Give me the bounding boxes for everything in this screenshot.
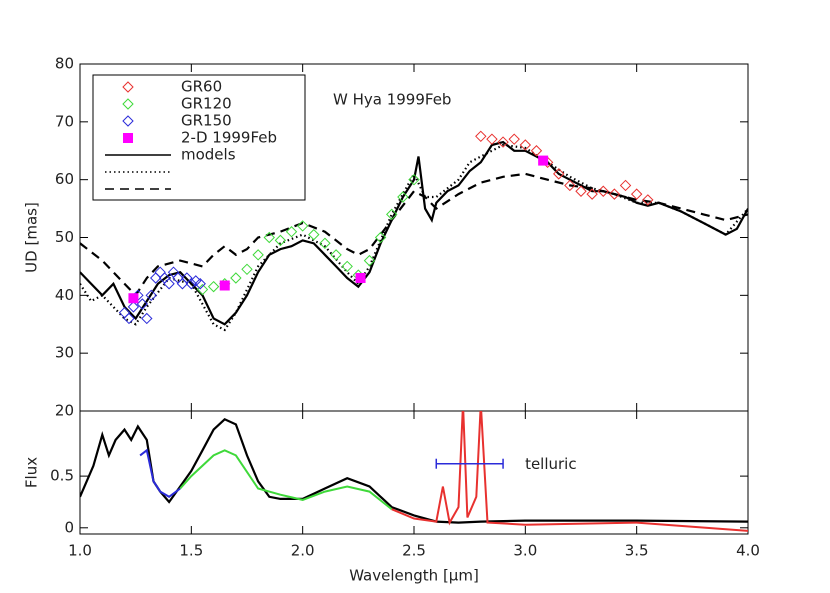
y-tick-label: 0 <box>64 518 74 536</box>
marker <box>508 133 520 145</box>
marker <box>408 173 420 186</box>
marker <box>575 185 587 197</box>
marker <box>319 237 331 249</box>
marker <box>296 220 309 232</box>
y-tick-label: 0.5 <box>50 467 74 485</box>
marker <box>475 130 487 142</box>
y-tick-label: 80 <box>55 55 74 73</box>
marker <box>122 98 134 110</box>
y-tick-label: 40 <box>55 286 74 304</box>
marker <box>123 133 133 143</box>
series-line <box>139 448 181 498</box>
marker <box>145 289 157 302</box>
marker <box>207 280 220 293</box>
legend-label: GR60 <box>181 78 222 96</box>
x-axis-label: Wavelength [μm] <box>349 567 479 585</box>
marker <box>363 254 376 267</box>
marker <box>486 133 498 145</box>
marker <box>141 312 153 325</box>
marker <box>642 194 654 206</box>
marker <box>630 188 643 200</box>
marker <box>123 312 135 325</box>
marker <box>355 272 366 283</box>
series-line <box>80 172 748 298</box>
marker <box>163 278 175 290</box>
marker <box>330 249 342 261</box>
marker <box>530 145 543 157</box>
series-line <box>179 449 393 510</box>
marker <box>608 188 621 200</box>
marker <box>597 185 609 197</box>
marker <box>397 191 409 203</box>
marker <box>122 115 134 127</box>
y-tick-label: 50 <box>55 228 74 246</box>
marker <box>219 280 230 291</box>
marker <box>241 263 253 276</box>
marker <box>386 208 398 221</box>
marker <box>128 293 139 304</box>
plot-area <box>80 411 748 532</box>
y-tick-label: 30 <box>55 344 74 362</box>
marker <box>122 81 134 93</box>
y-axis-label: Flux <box>23 457 41 488</box>
marker <box>538 155 549 166</box>
x-tick-label: 3.5 <box>625 542 649 560</box>
marker <box>185 278 198 290</box>
legend-label: models <box>181 146 236 164</box>
y-axis-label: UD [mas] <box>23 202 41 273</box>
x-tick-label: 4.0 <box>736 542 760 560</box>
legend-label: GR120 <box>181 95 232 113</box>
series-line <box>80 417 748 524</box>
telluric-label: telluric <box>525 455 577 473</box>
marker <box>497 136 509 148</box>
legend-label: 2-D 1999Feb <box>181 129 277 147</box>
x-tick-label: 2.5 <box>402 542 426 560</box>
marker <box>374 231 387 244</box>
marker <box>308 228 320 241</box>
y-tick-label: 20 <box>55 402 74 420</box>
annotation: W Hya 1999Feb <box>333 91 451 109</box>
marker <box>553 168 565 180</box>
marker <box>252 249 264 261</box>
marker <box>230 272 242 284</box>
marker <box>194 278 206 290</box>
legend-label: GR150 <box>181 112 232 130</box>
y-tick-label: 70 <box>55 112 74 130</box>
marker <box>341 260 353 273</box>
marker <box>263 231 275 244</box>
marker <box>619 179 632 192</box>
marker <box>136 298 149 310</box>
marker <box>127 301 140 313</box>
marker <box>519 139 532 151</box>
x-tick-label: 2.0 <box>291 542 315 560</box>
x-tick-label: 1.0 <box>68 542 92 560</box>
marker <box>285 226 298 238</box>
x-tick-label: 1.5 <box>179 542 203 560</box>
marker <box>586 188 598 200</box>
marker <box>274 234 287 247</box>
plot-area <box>80 130 748 332</box>
y-tick-label: 60 <box>55 170 74 188</box>
series-line <box>391 411 748 532</box>
marker <box>564 179 576 192</box>
x-tick-label: 3.0 <box>513 542 537 560</box>
